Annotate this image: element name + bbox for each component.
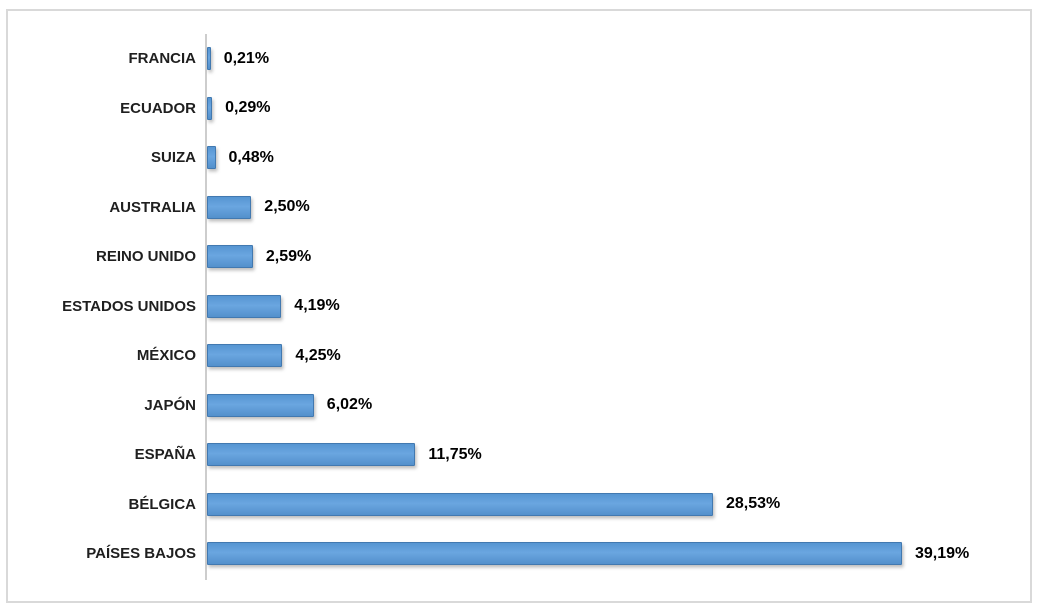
value-label: 0,48%	[228, 148, 274, 166]
bar-estados-unidos[interactable]	[207, 294, 282, 318]
bar-españa[interactable]	[207, 443, 416, 467]
category-label: ECUADOR	[120, 99, 196, 117]
bar-reino-unido[interactable]	[207, 245, 253, 269]
category-label: MÉXICO	[136, 347, 196, 365]
value-label: 4,25%	[295, 346, 341, 364]
category-label: JAPÓN	[144, 396, 196, 414]
category-label: AUSTRALIA	[109, 198, 196, 216]
value-label: 6,02%	[326, 396, 373, 414]
bar-row: ESPAÑA 11,75%	[8, 430, 1030, 480]
bar-area: 4,19%	[207, 282, 1030, 332]
value-label: 4,19%	[294, 297, 340, 315]
category-label: SUIZA	[151, 149, 196, 167]
category-label: FRANCIA	[128, 50, 197, 68]
category-label: ESPAÑA	[134, 446, 196, 464]
bar-row: ECUADOR 0,29%	[8, 84, 1030, 134]
bar-row: BÉLGICA 28,53%	[8, 480, 1030, 530]
bar-suiza[interactable]	[207, 146, 216, 170]
bar-row: REINO UNIDO 2,59%	[8, 232, 1030, 282]
chart-frame: FRANCIA 0,21% ECUADOR 0,29% SUIZA 0,48% AUSTRA…	[6, 9, 1032, 603]
bar-area: 2,59%	[207, 232, 1030, 282]
bar-australia[interactable]	[207, 195, 252, 219]
bar-row: ESTADOS UNIDOS 4,19%	[8, 282, 1030, 332]
category-label: BÉLGICA	[128, 495, 197, 513]
bar-area: 0,48%	[207, 133, 1030, 183]
category-label: REINO UNIDO	[95, 248, 196, 266]
bar-países-bajos[interactable]	[207, 542, 902, 566]
bar-area: 6,02%	[207, 381, 1030, 431]
category-label: ESTADOS UNIDOS	[62, 297, 196, 315]
bar-row: FRANCIA 0,21%	[8, 34, 1030, 84]
bar-area: 11,75%	[207, 430, 1030, 480]
bar-area: 0,21%	[207, 34, 1030, 84]
bar-area: 39,19%	[207, 529, 1030, 579]
bar-bélgica[interactable]	[207, 492, 713, 516]
bar-row: SUIZA 0,48%	[8, 133, 1030, 183]
bar-japón[interactable]	[207, 393, 314, 417]
value-label: 11,75%	[428, 445, 482, 463]
bar-row: PAÍSES BAJOS 39,19%	[8, 529, 1030, 579]
bar-chart-plot-area: FRANCIA 0,21% ECUADOR 0,29% SUIZA 0,48% AUSTRA…	[8, 34, 1030, 579]
bar-area: 4,25%	[207, 331, 1030, 381]
bar-row: JAPÓN 6,02%	[8, 381, 1030, 431]
bar-ecuador[interactable]	[207, 96, 213, 120]
value-label: 0,21%	[223, 49, 270, 67]
bar-row: AUSTRALIA 2,50%	[8, 183, 1030, 233]
bar-area: 2,50%	[207, 183, 1030, 233]
value-label: 0,29%	[225, 99, 271, 117]
bar-row: MÉXICO 4,25%	[8, 331, 1030, 381]
value-label: 2,59%	[265, 247, 312, 265]
value-label: 2,50%	[264, 198, 310, 216]
bar-francia[interactable]	[207, 47, 211, 71]
category-axis-line	[205, 34, 207, 580]
value-label: 28,53%	[726, 495, 781, 513]
bar-area: 28,53%	[207, 480, 1030, 530]
category-label: PAÍSES BAJOS	[86, 545, 196, 563]
bar-méxico[interactable]	[207, 344, 283, 368]
bar-area: 0,29%	[207, 84, 1030, 134]
value-label: 39,19%	[915, 544, 970, 562]
